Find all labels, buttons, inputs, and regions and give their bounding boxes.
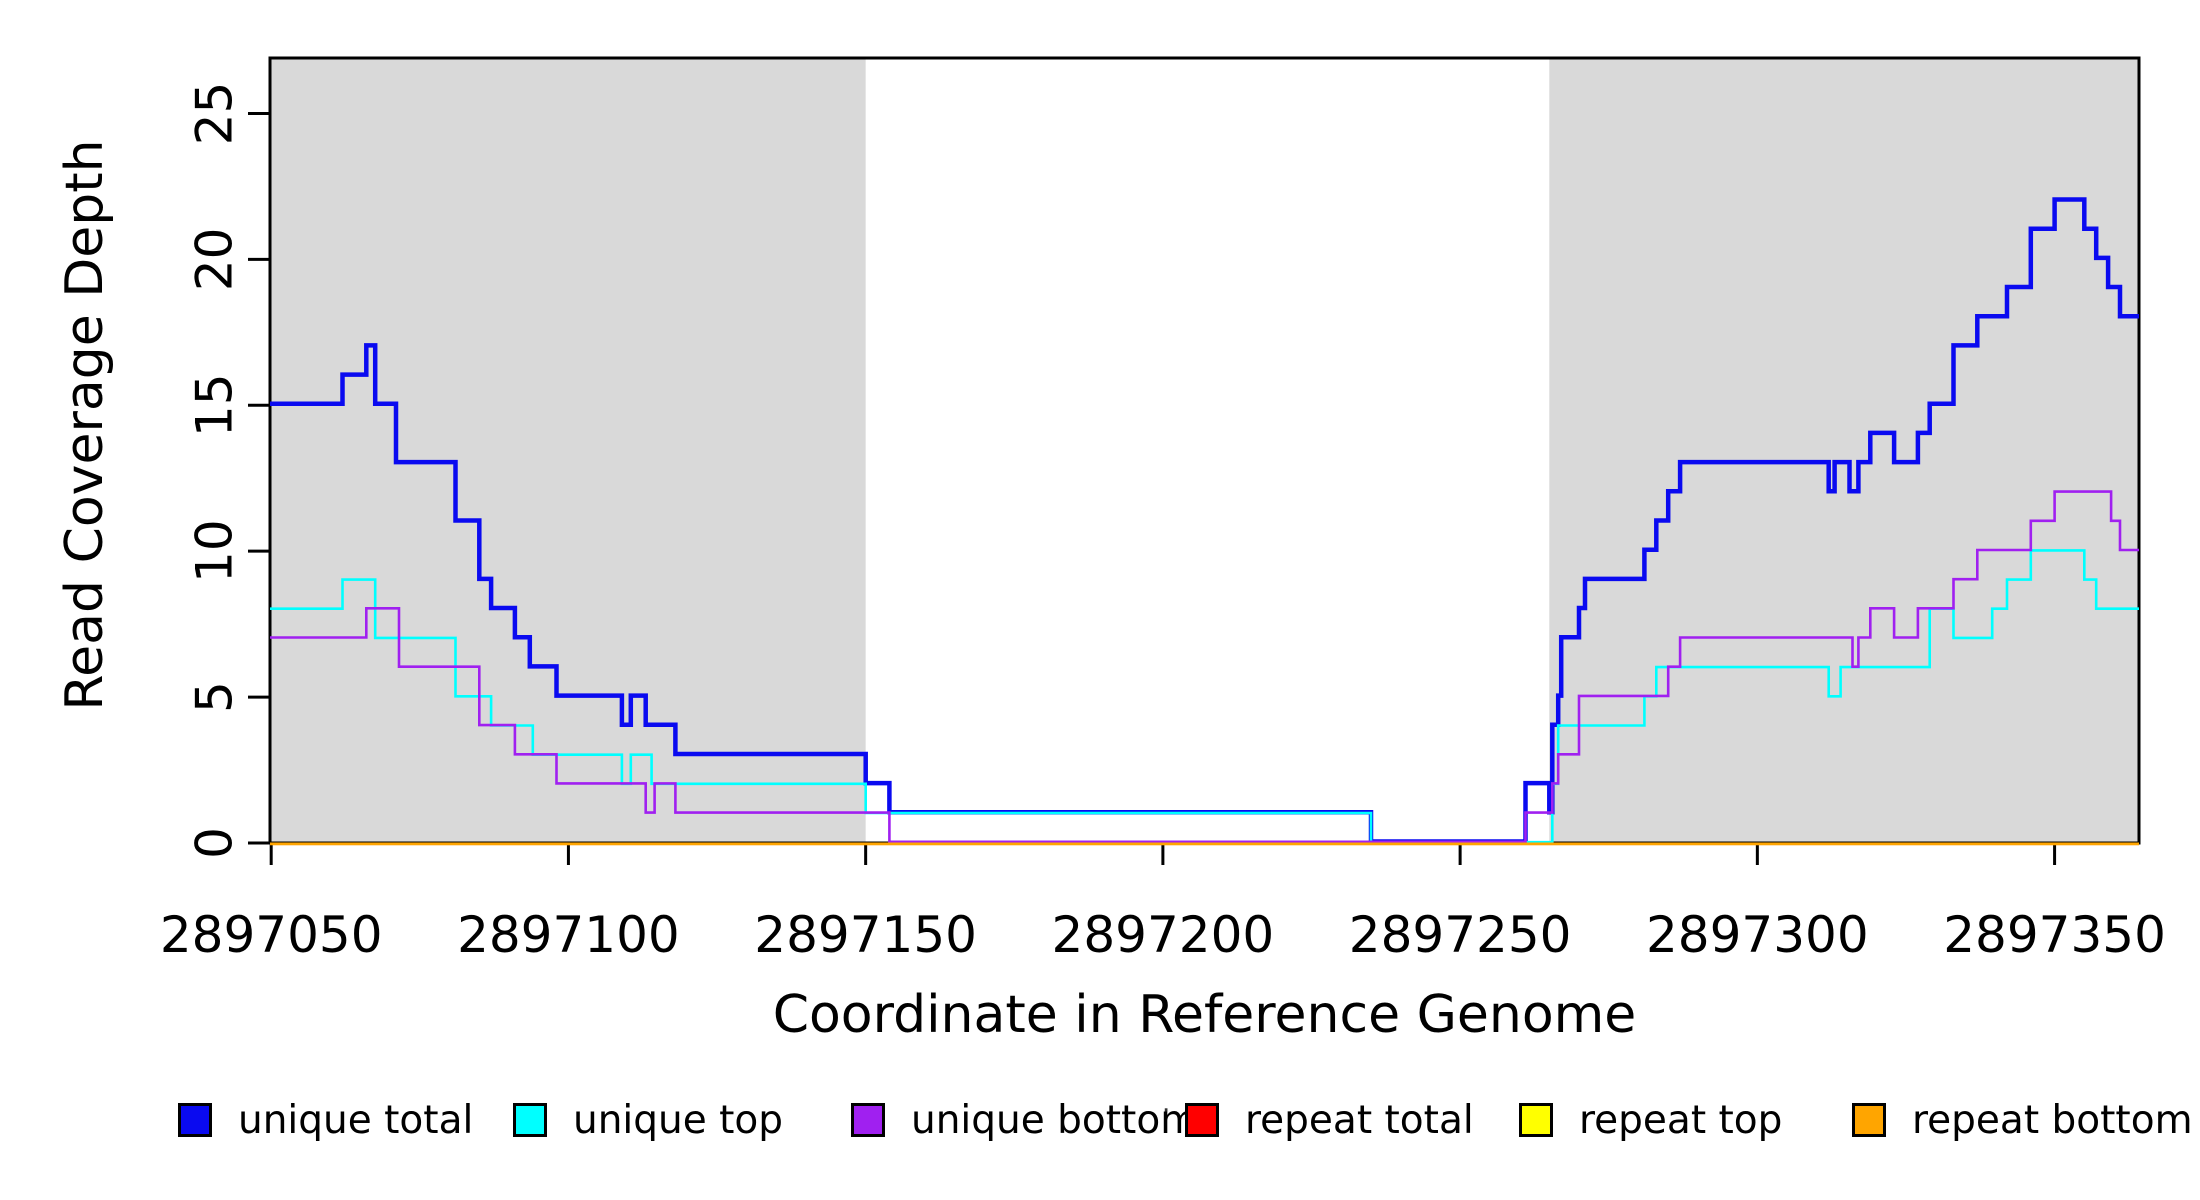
legend-item-repeat-bottom: repeat bottom <box>1852 1092 2193 1148</box>
legend-label: repeat total <box>1245 1097 1474 1143</box>
y-tick-label: 20 <box>186 228 244 292</box>
y-axis-title: Read Coverage Depth <box>55 139 115 711</box>
legend-label: repeat top <box>1579 1097 1783 1143</box>
x-tick-label: 2897100 <box>457 906 680 964</box>
x-tick-label: 2897350 <box>1943 906 2166 964</box>
stray-dot-mark: · <box>1162 1096 1171 1126</box>
legend-item-repeat-top: repeat top <box>1519 1092 1782 1148</box>
legend-label: unique top <box>573 1097 784 1143</box>
x-tick-label: 2897250 <box>1349 906 1572 964</box>
x-tick-label: 2897200 <box>1052 906 1275 964</box>
legend-label: repeat bottom <box>1912 1097 2193 1143</box>
legend-item-unique-top: unique top <box>513 1092 783 1148</box>
unique-total-swatch-icon <box>178 1103 212 1137</box>
series-unique-bottom <box>270 490 2139 844</box>
repeat-bottom-swatch-icon <box>1852 1103 1886 1137</box>
x-tick-label: 2897300 <box>1646 906 1869 964</box>
legend-item-repeat-total: repeat total <box>1185 1092 1474 1148</box>
left-shaded-region <box>270 58 866 843</box>
y-tick-label: 25 <box>186 82 244 146</box>
y-tick-label: 10 <box>186 519 244 583</box>
legend-label: unique total <box>238 1097 474 1143</box>
legend-label: unique bottom <box>911 1097 1199 1143</box>
x-axis-title: Coordinate in Reference Genome <box>772 985 1637 1045</box>
series-unique-total <box>270 197 2139 844</box>
x-tick-label: 2897150 <box>754 906 977 964</box>
unique-top-swatch-icon <box>513 1103 547 1137</box>
repeat-total-swatch-icon <box>1185 1103 1219 1137</box>
repeat-top-swatch-icon <box>1519 1103 1553 1137</box>
legend: unique total unique top unique bottom re… <box>0 1092 2200 1152</box>
y-tick-label: 0 <box>186 827 244 859</box>
legend-item-unique-bottom: unique bottom <box>851 1092 1198 1148</box>
legend-item-unique-total: unique total <box>178 1092 473 1148</box>
x-tick-label: 2897050 <box>160 906 383 964</box>
y-tick-label: 15 <box>186 373 244 437</box>
right-shaded-region <box>1549 58 2139 843</box>
y-tick-label: 5 <box>186 681 244 713</box>
unique-bottom-swatch-icon <box>851 1103 885 1137</box>
